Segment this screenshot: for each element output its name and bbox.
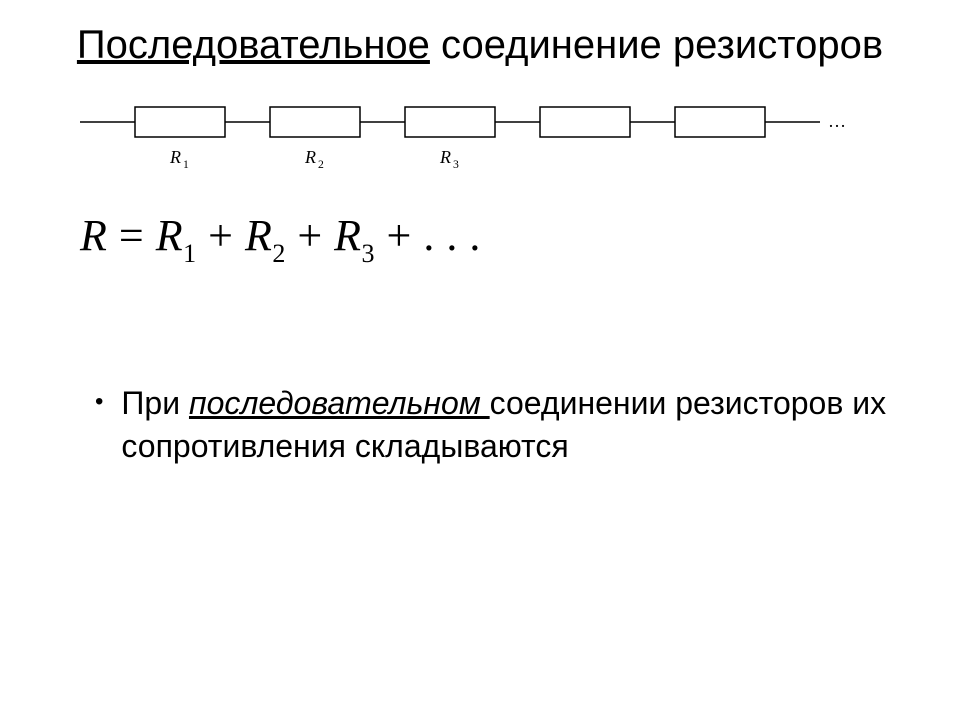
svg-text:2: 2 (318, 158, 324, 171)
formula-t2: R (245, 211, 272, 260)
formula-lhs: R (80, 211, 107, 260)
svg-text:…: … (828, 111, 846, 131)
formula-trail: + . . . (375, 211, 481, 260)
formula-p2: + (286, 211, 334, 260)
title-underlined: Последовательное (77, 23, 430, 67)
circuit-diagram: R1R2R3… (80, 100, 890, 185)
bullet-text: При последовательном соединении резистор… (121, 382, 890, 468)
bullet-item: • При последовательном соединении резист… (95, 382, 890, 468)
svg-text:R: R (304, 147, 316, 167)
svg-text:R: R (439, 147, 451, 167)
bullet-p1: При (121, 385, 189, 421)
bullet-p2: последовательном (189, 385, 490, 421)
formula: R = R1 + R2 + R3 + . . . (80, 210, 890, 267)
formula-p1: + (197, 211, 245, 260)
formula-t3: R (334, 211, 361, 260)
svg-text:3: 3 (453, 158, 459, 171)
title-rest: соединение резисторов (430, 23, 883, 67)
svg-text:R: R (169, 147, 181, 167)
formula-s3: 3 (362, 239, 376, 268)
slide-title: Последовательное соединение резисторов (70, 20, 890, 70)
formula-s1: 1 (183, 239, 197, 268)
bullet-marker: • (95, 382, 103, 423)
formula-t1: R (156, 211, 183, 260)
svg-text:1: 1 (183, 158, 189, 171)
formula-eq: = (107, 211, 155, 260)
formula-s2: 2 (272, 239, 286, 268)
